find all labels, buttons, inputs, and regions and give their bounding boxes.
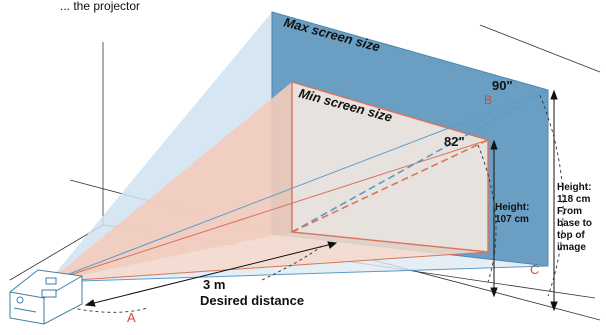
max-height-arrowhead-bottom	[550, 301, 558, 312]
projector-vent	[13, 307, 37, 313]
max-height-line-5: top of	[557, 230, 585, 241]
beam-rays	[47, 89, 549, 283]
height-arrows	[490, 89, 558, 312]
distance-arrow	[84, 241, 338, 307]
max-height-line-1: Height:	[557, 182, 591, 193]
min-height-line-1: Height:	[495, 202, 529, 213]
min-top-ray	[47, 139, 489, 283]
max-height-arc	[539, 94, 564, 297]
max-height-line-6: image	[557, 242, 586, 253]
min-diagonal-label: 82"	[444, 134, 465, 149]
letter-b: B	[484, 93, 492, 107]
distance-caption: Desired distance	[200, 293, 304, 308]
max-top-ray	[47, 89, 549, 283]
header-text: ... the projector	[60, 0, 140, 13]
distance-arrowhead-left	[84, 299, 96, 307]
max-diagonal-dashed	[291, 89, 549, 233]
distance-arc-b	[261, 245, 323, 281]
min-beam-left	[48, 82, 292, 282]
distance-value: 3 m	[203, 277, 225, 292]
max-height-line-3: From	[557, 206, 582, 217]
max-height-arrowhead-top	[550, 89, 558, 100]
floor-left-line	[9, 224, 104, 281]
projector-button	[45, 277, 57, 285]
min-beam-bottom	[48, 232, 488, 282]
dashed-arcs	[59, 94, 564, 313]
letter-c: C	[530, 262, 539, 277]
max-bottom-ray	[47, 265, 549, 283]
ceiling-line	[479, 24, 601, 73]
letter-a: A	[127, 310, 136, 325]
distance-arrowhead-right	[327, 241, 338, 249]
min-height-arrowhead-bottom	[490, 287, 498, 298]
distance-line	[89, 243, 333, 305]
max-diagonal-label: 90"	[492, 78, 513, 93]
min-height-arc	[477, 144, 497, 283]
min-bottom-ray	[47, 251, 489, 283]
projector-panel	[41, 289, 57, 298]
projector	[9, 269, 83, 325]
projector-lens	[16, 296, 24, 304]
min-diagonal-dashed	[291, 139, 489, 233]
max-height-line-2: 118 cm	[557, 194, 590, 205]
min-height-line-2: 107 cm	[495, 214, 529, 225]
distance-arc-a	[59, 304, 149, 313]
max-height-line-4: base to	[557, 218, 592, 229]
min-height-arrowhead-top	[490, 139, 498, 150]
